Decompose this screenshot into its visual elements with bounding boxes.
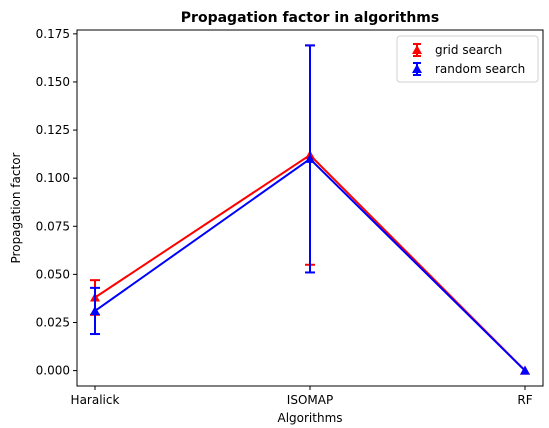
x-tick-label: RF: [517, 393, 532, 407]
x-axis: Haralick ISOMAP RF: [71, 386, 533, 407]
legend-marker: [412, 45, 422, 54]
data-point: [305, 153, 315, 163]
legend-label: random search: [435, 62, 525, 76]
chart-title: Propagation factor in algorithms: [181, 10, 439, 26]
y-tick-label: 0.150: [36, 75, 70, 89]
x-tick-label: ISOMAP: [287, 393, 333, 407]
y-tick-label: 0.075: [36, 219, 70, 233]
legend-box: [396, 35, 539, 83]
series-random-search: [90, 44, 530, 375]
legend: grid search random search: [396, 35, 539, 83]
data-point: [90, 305, 100, 315]
y-axis: 0.000 0.025 0.050 0.075 0.100 0.125 0.150 0.175: [36, 27, 77, 378]
legend-marker: [412, 64, 422, 73]
data-point: [520, 365, 530, 375]
y-tick-label: 0.050: [36, 267, 70, 281]
y-axis-title: Propagation factor: [9, 152, 23, 263]
y-tick-label: 0.175: [36, 27, 70, 41]
series-layer: [90, 44, 530, 375]
y-tick-label: 0.125: [36, 123, 70, 137]
x-tick-label: Haralick: [71, 393, 120, 407]
y-tick-label: 0.100: [36, 171, 70, 185]
y-tick-label: 0.025: [36, 315, 70, 329]
y-tick-label: 0.000: [36, 364, 70, 378]
legend-label: grid search: [435, 43, 502, 57]
x-axis-title: Algorithms: [277, 411, 342, 425]
